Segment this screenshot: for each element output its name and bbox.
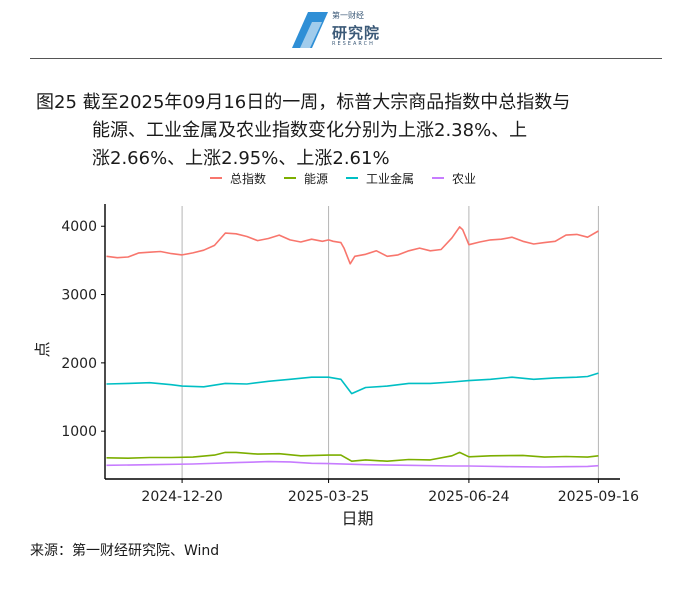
x-tick-label-1: 2025-03-25 bbox=[288, 489, 369, 505]
source-note: 来源：第一财经研究院、Wind bbox=[30, 543, 220, 559]
legend-item-metals: 工业金属 bbox=[346, 170, 414, 187]
series-line-total bbox=[106, 226, 599, 265]
legend-item-agri: 农业 bbox=[432, 170, 476, 187]
chart-series bbox=[106, 226, 599, 468]
y-tick-label-1: 2000 bbox=[61, 356, 97, 372]
figure-title: 图25 截至2025年09月16日的一周，标普大宗商品指数中总指数与 能源、工业… bbox=[36, 89, 666, 173]
logo-mark-highlight-icon bbox=[300, 22, 322, 48]
legend-label-energy: 能源 bbox=[304, 171, 329, 186]
legend-label-total: 总指数 bbox=[230, 171, 267, 186]
logo-text-group: 第一财经 研究院 RESEARCH bbox=[288, 8, 408, 52]
line-chart: 1000 2000 3000 4000 2024-12-20 2025-03-25 2025… bbox=[33, 204, 639, 528]
report-header: 第一财经 研究院 RESEARCH bbox=[0, 0, 692, 62]
chart-gridlines bbox=[181, 206, 599, 479]
legend-swatch-total bbox=[210, 177, 222, 179]
y-tick-label-2: 3000 bbox=[61, 288, 97, 304]
logo-en-text: RESEARCH bbox=[332, 41, 375, 47]
logo-main-text: 研究院 bbox=[332, 24, 381, 42]
legend-label-agri: 农业 bbox=[452, 171, 477, 186]
legend-swatch-metals bbox=[346, 177, 359, 179]
figure-title-line-2: 能源、工业金属及农业指数变化分别为上涨2.38%、上 bbox=[92, 120, 528, 141]
logo-cn-text: 第一财经 bbox=[332, 11, 364, 20]
header-divider bbox=[30, 58, 662, 59]
x-tick-label-3: 2025-09-16 bbox=[558, 489, 639, 505]
series-line-metals bbox=[106, 372, 599, 395]
series-line-agri bbox=[106, 460, 599, 468]
chart-legend: 总指数 能源 工业金属 农业 bbox=[210, 170, 494, 186]
legend-item-energy: 能源 bbox=[284, 170, 328, 187]
x-tick-label-2: 2025-06-24 bbox=[428, 489, 509, 505]
y-axis-label: 点 bbox=[33, 341, 52, 357]
research-institute-logo bbox=[292, 12, 328, 48]
figure-title-line-1: 图25 截至2025年09月16日的一周，标普大宗商品指数中总指数与 bbox=[36, 92, 571, 113]
x-axis-label: 日期 bbox=[341, 509, 373, 528]
legend-item-total: 总指数 bbox=[210, 170, 266, 187]
legend-swatch-energy bbox=[284, 177, 297, 179]
series-line-energy bbox=[106, 451, 599, 462]
y-tick-label-3: 4000 bbox=[61, 219, 97, 235]
figure-title-line-3: 涨2.66%、上涨2.95%、上涨2.61% bbox=[92, 148, 390, 169]
legend-swatch-agri bbox=[432, 177, 445, 179]
y-tick-label-0: 1000 bbox=[61, 424, 97, 440]
x-tick-label-0: 2024-12-20 bbox=[141, 489, 222, 505]
chart-axes: 1000 2000 3000 4000 2024-12-20 2025-03-25 2025… bbox=[33, 204, 639, 528]
legend-label-metals: 工业金属 bbox=[366, 171, 415, 186]
